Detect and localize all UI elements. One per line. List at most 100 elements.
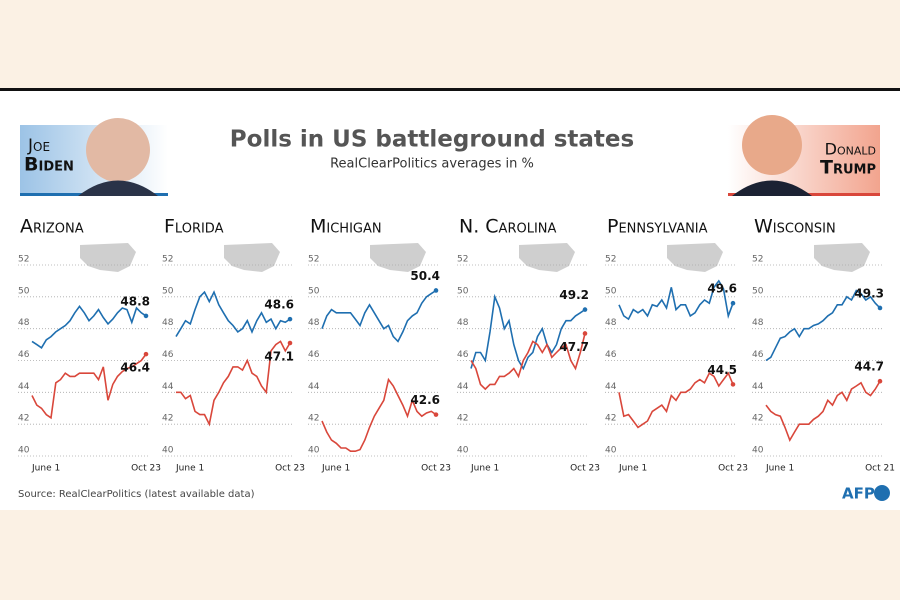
series-line [765,289,881,362]
y-tick-label: 40 [162,446,174,456]
end-point [582,307,588,312]
y-tick-label: 46 [457,350,469,360]
panel-title: N. Carolina [459,216,557,238]
y-tick-label: 50 [457,286,469,296]
end-point [433,412,439,417]
candidate-first: Joe [27,136,50,156]
y-tick-label: 46 [18,350,30,360]
candidate-last: Trump [820,157,876,179]
y-tick-label: 42 [752,414,763,424]
y-tick-label: 52 [605,255,616,265]
panel-title: Pennsylvania [607,216,708,238]
logo-mark [874,485,890,501]
y-tick-label: 50 [162,286,174,296]
y-tick-label: 46 [308,350,320,360]
y-tick-label: 48 [752,318,764,328]
y-tick-label: 50 [752,286,764,296]
candidate-first: Donald [825,140,876,159]
y-tick-label: 40 [457,446,469,456]
value-label: 47.1 [264,349,294,363]
title: Polls in US battleground states [230,127,634,153]
series-line [618,279,734,321]
panel-title: Michigan [310,216,382,238]
x-tick-label: Oct 23 [421,464,451,474]
end-point [877,305,883,311]
series-line [765,380,881,442]
y-tick-label: 52 [752,255,763,265]
series-line [31,305,147,349]
y-tick-label: 46 [605,350,617,360]
y-tick-label: 40 [18,446,30,456]
y-tick-label: 50 [605,286,617,296]
series-line [321,377,437,452]
series-line [175,290,291,338]
y-tick-label: 42 [308,414,319,424]
biden-photo [86,118,150,182]
y-tick-label: 42 [162,414,173,424]
y-tick-label: 44 [18,382,30,392]
series-line [176,340,291,427]
series-line [321,289,437,343]
trump-photo [742,115,802,175]
end-point [877,378,883,384]
series-line [618,371,734,429]
value-label: 47.7 [559,340,589,354]
y-tick-label: 46 [162,350,174,360]
y-tick-label: 46 [752,350,764,360]
y-tick-label: 42 [605,414,616,424]
y-tick-label: 52 [308,255,319,265]
y-tick-label: 40 [605,446,617,456]
value-label: 48.8 [120,294,150,308]
end-point [143,351,149,357]
x-tick-label: June 1 [618,464,647,474]
panel-title: Arizona [20,216,84,238]
x-tick-label: Oct 21 [865,464,895,474]
panel-title: Wisconsin [754,216,836,238]
end-point [143,313,149,319]
y-tick-label: 48 [162,318,174,328]
y-tick-label: 48 [605,318,617,328]
source: Source: RealClearPolitics (latest availa… [18,489,255,500]
x-tick-label: Oct 23 [718,464,748,474]
end-point [582,331,588,336]
value-label: 42.6 [410,393,440,407]
logo: AFP [842,485,875,503]
subtitle: RealClearPolitics averages in % [330,157,534,172]
y-tick-label: 42 [18,414,29,424]
x-tick-label: June 1 [470,464,499,474]
x-tick-label: June 1 [31,464,60,474]
candidate-last: Biden [24,154,74,176]
y-tick-label: 40 [308,446,320,456]
y-tick-label: 48 [457,318,469,328]
y-tick-label: 44 [457,382,469,392]
end-point [730,382,736,387]
x-tick-label: June 1 [321,464,350,474]
y-tick-label: 50 [18,286,30,296]
y-tick-label: 52 [457,255,468,265]
y-tick-label: 44 [162,382,174,392]
value-label: 46.4 [120,361,150,375]
end-point [287,316,293,322]
y-tick-label: 52 [162,255,173,265]
value-label: 48.6 [264,298,294,312]
value-label: 50.4 [410,269,440,283]
y-tick-label: 44 [752,382,764,392]
y-tick-label: 44 [605,382,617,392]
biden-suit [78,180,158,196]
top-rule [0,88,900,91]
y-tick-label: 42 [457,414,468,424]
end-point [433,288,439,293]
x-tick-label: Oct 23 [131,464,161,474]
x-tick-label: Oct 23 [275,464,305,474]
y-tick-label: 48 [18,318,30,328]
value-label: 49.6 [707,282,737,296]
y-tick-label: 48 [308,318,320,328]
y-tick-label: 52 [18,255,29,265]
end-point [730,300,736,306]
value-label: 44.5 [707,363,737,377]
panel-title: Florida [164,216,224,238]
series-line [470,333,586,391]
trump-suit [732,180,812,196]
